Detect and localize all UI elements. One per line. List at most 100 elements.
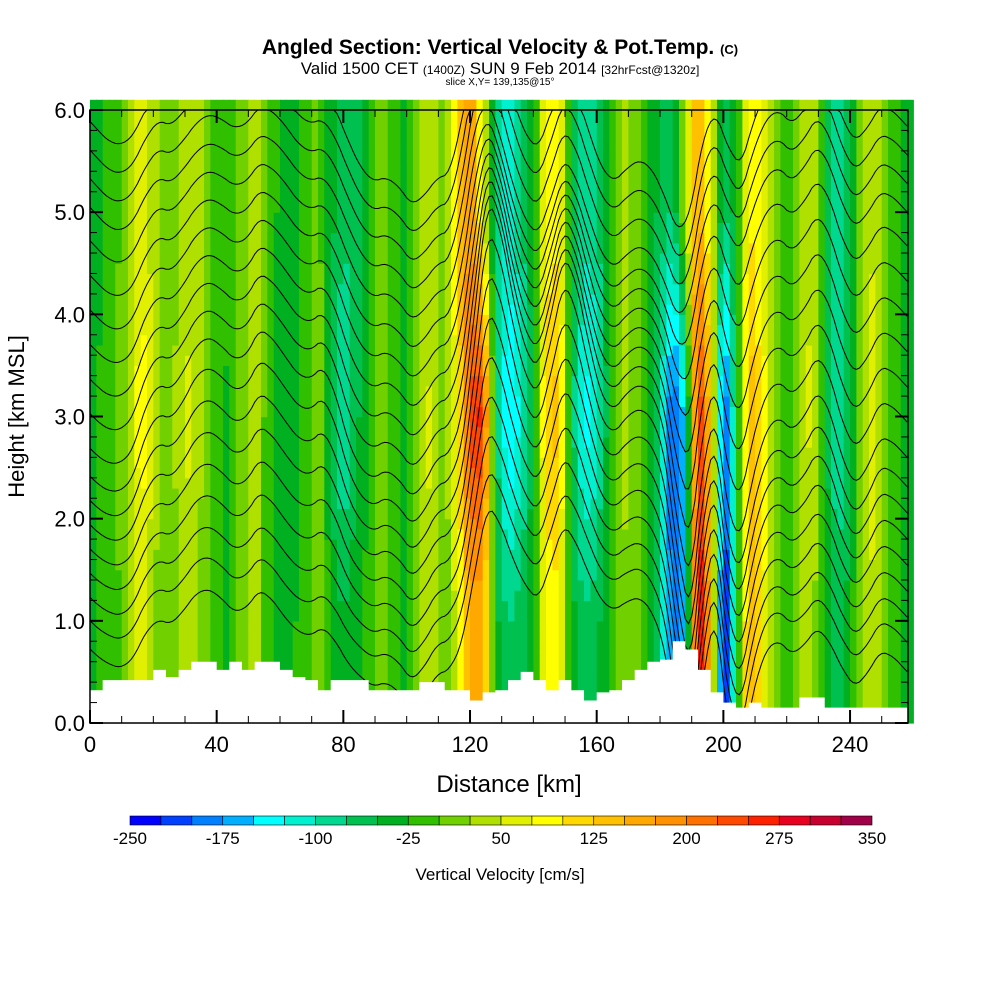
heatmap-cell [204, 436, 211, 448]
heatmap-cell [90, 171, 97, 183]
heatmap-cell [178, 161, 186, 172]
heatmap-cell [115, 171, 123, 183]
heatmap-cell [533, 181, 541, 193]
heatmap-cell [102, 426, 110, 438]
heatmap-cell [558, 171, 566, 183]
heatmap-cell [261, 324, 268, 336]
heatmap-cell [153, 539, 161, 550]
heatmap-cell [216, 273, 224, 285]
heatmap-cell [495, 140, 503, 152]
heatmap-cell [368, 140, 376, 152]
heatmap-cell [140, 498, 148, 509]
heatmap-cell [197, 324, 205, 336]
heatmap-cell [204, 508, 211, 520]
heatmap-cell [419, 212, 427, 223]
heatmap-cell [375, 263, 382, 275]
heatmap-cell [514, 242, 522, 254]
heatmap-cell [318, 120, 325, 131]
heatmap-cell [242, 600, 249, 612]
heatmap-cell [501, 457, 509, 469]
heatmap-cell [191, 539, 199, 550]
heatmap-cell [596, 293, 604, 305]
heatmap-cell [216, 140, 224, 152]
heatmap-cell [299, 110, 306, 121]
heatmap-cell [261, 641, 268, 653]
heatmap-cell [596, 355, 604, 366]
heatmap-cell [197, 191, 205, 203]
heatmap-cell [463, 467, 471, 479]
heatmap-cell [343, 590, 351, 601]
heatmap-cell [311, 99, 319, 111]
heatmap-cell [356, 559, 363, 571]
heatmap-cell [210, 375, 218, 387]
heatmap-cell [90, 355, 97, 366]
heatmap-cell [204, 528, 211, 540]
heatmap-cell [482, 181, 490, 193]
heatmap-cell [577, 467, 585, 479]
heatmap-cell [565, 467, 572, 479]
heatmap-cell [337, 600, 344, 612]
heatmap-cell [603, 355, 610, 366]
heatmap-cell [495, 580, 503, 591]
heatmap-cell [432, 304, 439, 315]
heatmap-cell [280, 396, 287, 407]
heatmap-cell [368, 150, 376, 162]
heatmap-cell [318, 406, 325, 418]
heatmap-cell [242, 304, 249, 315]
heatmap-cell [318, 304, 325, 315]
heatmap-cell [558, 314, 566, 326]
heatmap-cell [299, 549, 306, 561]
heatmap-cell [96, 518, 104, 530]
heatmap-cell [482, 304, 490, 315]
heatmap-cell [539, 110, 547, 121]
heatmap-cell [577, 631, 585, 642]
heatmap-cell [520, 202, 528, 213]
heatmap-cell [590, 641, 598, 653]
heatmap-cell [280, 600, 287, 612]
heatmap-cell [254, 457, 262, 469]
heatmap-cell [172, 202, 180, 213]
heatmap-cell [451, 457, 458, 469]
heatmap-cell [558, 222, 566, 234]
heatmap-cell [603, 232, 610, 244]
heatmap-cell [299, 447, 306, 458]
heatmap-cell [470, 110, 477, 121]
heatmap-cell [191, 130, 199, 142]
heatmap-cell [381, 569, 389, 581]
heatmap-cell [153, 232, 161, 244]
heatmap-cell [140, 416, 148, 428]
heatmap-cell [362, 365, 370, 377]
heatmap-cell [121, 620, 129, 632]
heatmap-cell [254, 447, 262, 458]
heatmap-cell [520, 345, 528, 356]
heatmap-cell [356, 569, 363, 581]
heatmap-cell [463, 477, 471, 489]
heatmap-cell [381, 539, 389, 550]
heatmap-cell [508, 161, 515, 172]
heatmap-cell [305, 283, 313, 295]
heatmap-cell [463, 304, 471, 315]
heatmap-cell [356, 518, 363, 530]
heatmap-cell [489, 539, 496, 550]
heatmap-cell [121, 110, 129, 121]
heatmap-cell [134, 293, 142, 305]
heatmap-cell [248, 498, 256, 509]
heatmap-cell [267, 263, 275, 275]
heatmap-cell [273, 477, 281, 489]
heatmap-cell [267, 406, 275, 418]
heatmap-cell [261, 202, 268, 213]
heatmap-cell [267, 181, 275, 193]
heatmap-cell [121, 436, 129, 448]
heatmap-cell [115, 263, 123, 275]
heatmap-cell [330, 580, 338, 591]
heatmap-cell [292, 202, 300, 213]
heatmap-cell [172, 549, 180, 561]
heatmap-cell [299, 661, 306, 673]
heatmap-cell [273, 528, 281, 540]
heatmap-cell [248, 559, 256, 571]
heatmap-cell [311, 447, 319, 458]
heatmap-cell [254, 651, 262, 663]
heatmap-cell [514, 671, 522, 683]
heatmap-cell [197, 212, 205, 223]
heatmap-cell [210, 355, 218, 366]
